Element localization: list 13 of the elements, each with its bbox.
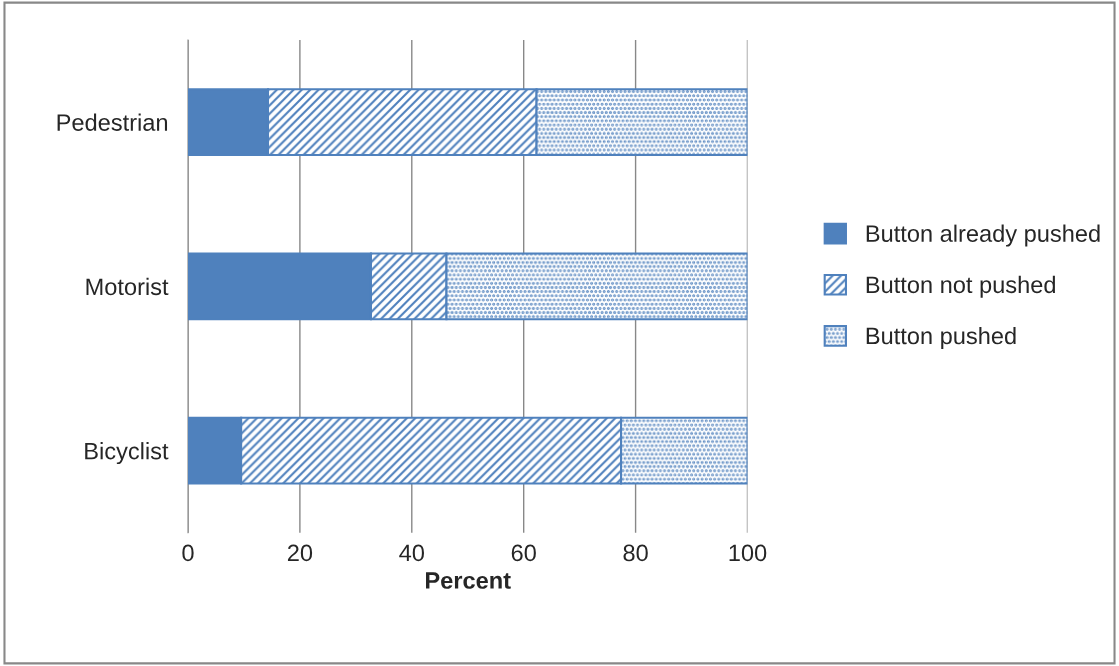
x-tick-label: 40 <box>399 544 424 562</box>
x-tick-label: 80 <box>623 544 648 562</box>
legend-label: Button not pushed <box>866 275 1055 298</box>
x-axis-title: Percent <box>426 572 511 589</box>
y-tick-label: Pedestrian <box>57 113 168 131</box>
legend-label: Button already pushed <box>866 224 1100 247</box>
x-tick-label: 60 <box>511 544 536 562</box>
x-tick-label: 0 <box>182 544 194 562</box>
y-tick-label: Bicyclist <box>85 442 169 465</box>
y-tick-label: Motorist <box>86 277 169 296</box>
x-tick-label: 100 <box>729 544 767 562</box>
legend-label: Button pushed <box>866 326 1016 349</box>
x-tick-label: 20 <box>287 544 313 562</box>
